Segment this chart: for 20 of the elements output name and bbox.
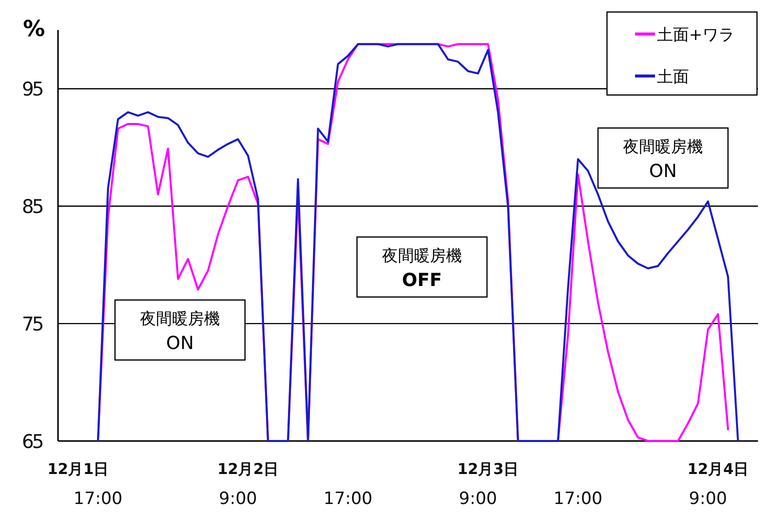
annotation: 夜間暖房機 ON xyxy=(140,309,220,354)
y-axis-title: % xyxy=(22,17,46,42)
x-tick-label: 17:00 xyxy=(324,489,372,509)
y-tick-label: 85 xyxy=(22,196,43,218)
x-tick-label: 9:00 xyxy=(218,489,258,509)
legend-label: 土面+ワラ xyxy=(657,25,734,44)
x-tick-label: 12月4日 xyxy=(687,460,749,478)
y-tick-label: 95 xyxy=(22,78,43,101)
x-tick-label: 12月2日 xyxy=(217,460,279,478)
y-tick-label: 65 xyxy=(22,431,43,453)
x-tick-label: 9:00 xyxy=(688,489,728,509)
annotation: 夜間暖房機 OFF xyxy=(382,246,462,291)
x-tick-label: 9:00 xyxy=(458,489,498,509)
legend-label: 土面 xyxy=(657,67,689,86)
y-tick-label: 75 xyxy=(22,314,43,336)
annotation: 夜間暖房機 ON xyxy=(623,137,703,182)
x-tick-label: 17:00 xyxy=(554,489,602,509)
x-tick-label: 12月3日 xyxy=(457,460,519,478)
x-tick-label: 12月1日 xyxy=(47,460,109,478)
x-tick-label: 17:00 xyxy=(74,489,122,509)
